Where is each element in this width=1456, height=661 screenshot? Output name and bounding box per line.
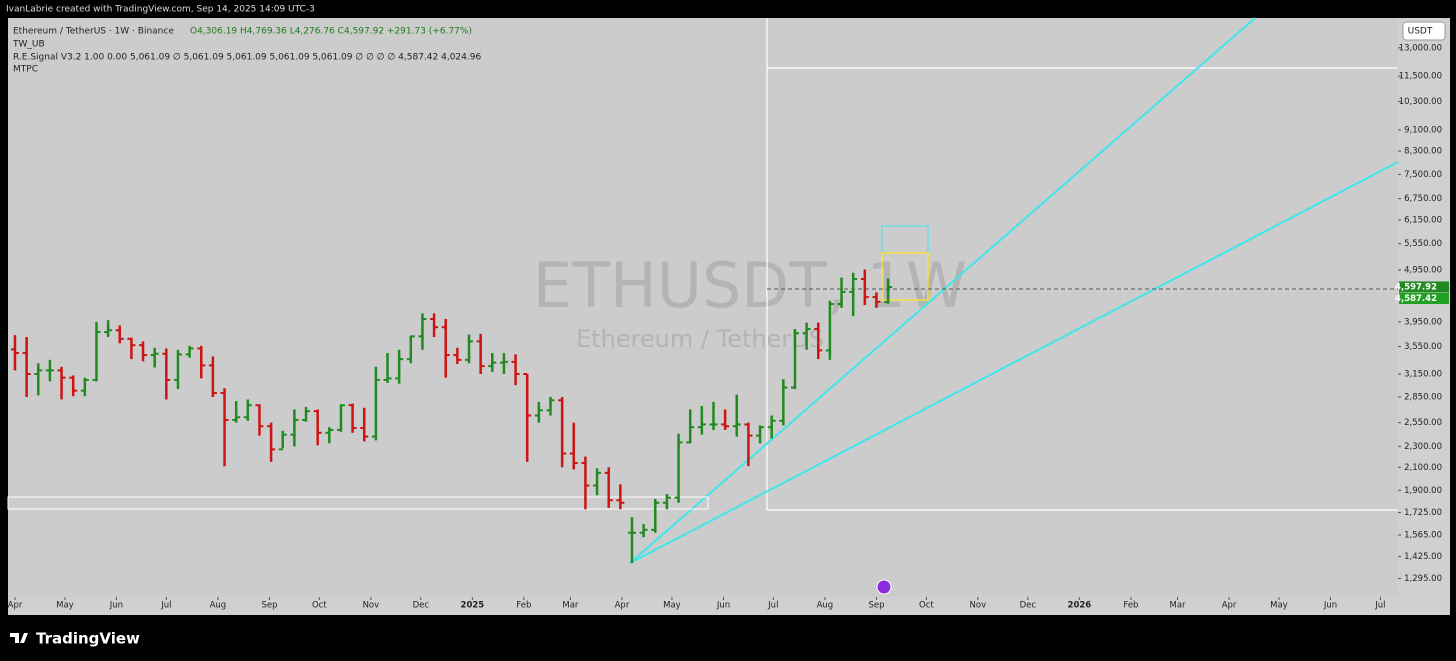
y-tick-label: 3,150.00 <box>1404 369 1442 379</box>
x-tick-label: Apr <box>8 601 23 611</box>
price-axis <box>1398 18 1450 597</box>
footer: TradingView <box>10 630 140 648</box>
x-tick-label: Jun <box>716 601 730 611</box>
legend-indicator: R.E.Signal V3.2 1.00 0.00 5,061.09 ∅ 5,0… <box>13 53 481 63</box>
y-tick-label: 1,565.00 <box>1404 530 1442 540</box>
x-tick-label: Feb <box>516 601 531 611</box>
x-tick-label: 2026 <box>1068 601 1092 611</box>
y-tick-label: 13,000.00 <box>1399 43 1442 53</box>
x-tick-label: Oct <box>919 601 934 611</box>
trend-line <box>629 161 1399 564</box>
x-tick-label: Apr <box>615 601 630 611</box>
brand-name: TradingView <box>36 630 140 648</box>
trend-line <box>629 17 1256 564</box>
x-tick-label: Sep <box>868 601 884 611</box>
legend-ohlc: O4,306.19 H4,769.36 L4,276.76 C4,597.92 … <box>190 27 472 37</box>
price-label-box <box>1399 292 1449 304</box>
x-tick-label: Apr <box>1222 601 1237 611</box>
x-tick-label: 2025 <box>461 601 485 611</box>
brand-logo <box>10 633 28 643</box>
y-tick-label: 2,100.00 <box>1404 463 1442 473</box>
price-label-box <box>1399 281 1449 293</box>
price-label: 4,587.42 <box>1395 294 1437 304</box>
x-tick-label: May <box>1270 601 1288 611</box>
legend-symbol: Ethereum / TetherUS · 1W · Binance <box>13 27 174 37</box>
x-tick-label: Oct <box>312 601 327 611</box>
currency-button[interactable] <box>1402 21 1446 41</box>
y-tick-label: 1,725.00 <box>1404 508 1442 518</box>
x-tick-label: Mar <box>1169 601 1186 611</box>
y-tick-label: 8,300.00 <box>1404 147 1442 157</box>
x-tick-label: Jul <box>160 601 171 611</box>
x-tick-label: Nov <box>363 601 380 611</box>
x-tick-label: Mar <box>562 601 579 611</box>
x-tick-label: Aug <box>210 601 227 611</box>
zone-box <box>7 496 709 510</box>
drawings <box>7 17 1399 595</box>
y-tick-label: 1,295.00 <box>1404 574 1442 584</box>
x-tick-label: Nov <box>970 601 987 611</box>
time-axis <box>8 597 1450 615</box>
y-tick-label: 1,900.00 <box>1404 486 1442 496</box>
author-line: IvanLabrie created with TradingView.com,… <box>6 5 315 15</box>
watermark-symbol: ETHUSDT, 1W <box>533 249 967 322</box>
x-tick-label: May <box>56 601 74 611</box>
y-tick-label: 9,100.00 <box>1404 125 1442 135</box>
price-label: 4,597.92 <box>1395 282 1437 292</box>
x-tick-label: Aug <box>817 601 834 611</box>
legend: Ethereum / TetherUS · 1W · Binance O4,30… <box>12 27 481 75</box>
x-tick-label: Sep <box>261 601 277 611</box>
y-tick-label: 10,300.00 <box>1399 97 1442 107</box>
y-tick-label: 5,550.00 <box>1404 239 1442 249</box>
y-tick-label: 2,550.00 <box>1404 418 1442 428</box>
x-tick-label: Dec <box>413 601 430 611</box>
y-tick-label: 3,950.00 <box>1404 317 1442 327</box>
y-tick-label: 7,500.00 <box>1404 170 1442 180</box>
y-tick-label: 3,550.00 <box>1404 342 1442 352</box>
x-tick-label: Jun <box>1323 601 1337 611</box>
event-icon <box>876 579 892 595</box>
x-tick-label: Jun <box>109 601 123 611</box>
x-tick-label: Jul <box>767 601 778 611</box>
x-tick-label: May <box>663 601 681 611</box>
x-tick-label: Dec <box>1020 601 1037 611</box>
y-tick-label: 6,150.00 <box>1404 216 1442 226</box>
watermark-name: Ethereum / TetherUS <box>576 325 824 353</box>
y-tick-label: 2,850.00 <box>1404 393 1442 403</box>
y-tick-label: 4,950.00 <box>1404 265 1442 275</box>
y-tick-label: 1,425.00 <box>1404 552 1442 562</box>
x-tick-label: Feb <box>1123 601 1138 611</box>
target-box <box>881 252 929 301</box>
y-tick-label: 2,300.00 <box>1404 442 1442 452</box>
legend-indicator: TW_UB <box>12 40 45 50</box>
legend-indicator: MTPC <box>13 65 38 75</box>
y-tick-label: 6,750.00 <box>1404 194 1442 204</box>
x-tick-label: Jul <box>1374 601 1385 611</box>
y-tick-label: 11,500.00 <box>1399 72 1442 82</box>
currency-label[interactable]: USDT <box>1408 27 1433 37</box>
